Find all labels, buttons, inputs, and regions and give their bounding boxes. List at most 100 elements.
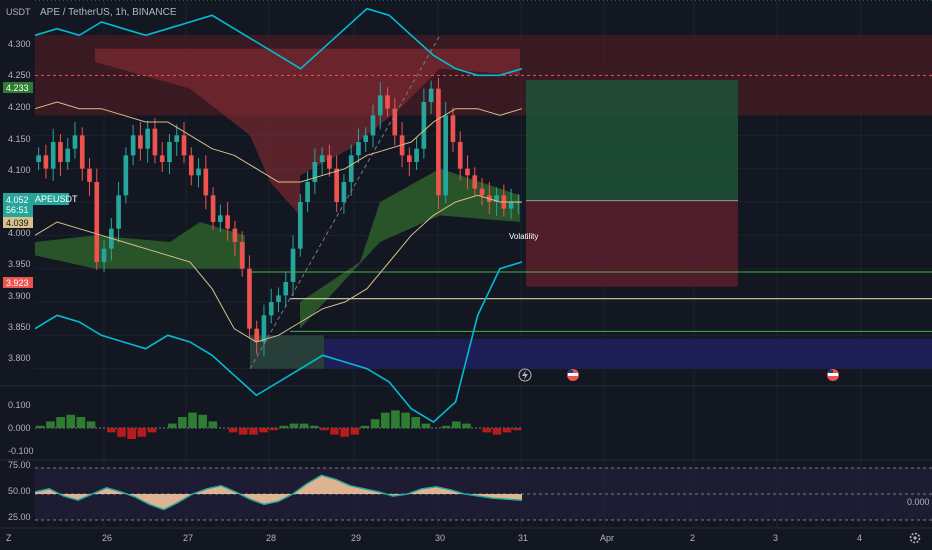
candle-body xyxy=(152,128,158,156)
macd-bar xyxy=(492,428,502,435)
macd-histogram xyxy=(35,410,522,439)
macd-bar xyxy=(228,428,238,433)
macd-bar xyxy=(178,417,187,428)
rsi-fill xyxy=(35,475,522,510)
candle-body xyxy=(414,148,419,162)
us-flag-icon[interactable] xyxy=(827,369,839,381)
macd-tick-label: -0.100 xyxy=(8,446,34,456)
candle-body xyxy=(101,248,107,262)
macd-axis[interactable]: 0.100 0.000 -0.100 xyxy=(8,400,34,456)
bollinger-basis xyxy=(34,101,523,183)
candle-body xyxy=(479,188,485,196)
rsi-right-value: 0.000 xyxy=(907,497,930,507)
last-price: 4.052 xyxy=(6,195,29,205)
macd-bar xyxy=(320,428,329,431)
macd-bar xyxy=(512,428,522,431)
candle-body xyxy=(421,102,427,149)
last-price-badge xyxy=(3,193,33,217)
symbol-badge xyxy=(33,193,69,205)
candle-body xyxy=(399,135,405,156)
ichimoku-cloud-green xyxy=(300,168,520,329)
macd-bar xyxy=(147,428,157,433)
macd-bar xyxy=(309,425,319,428)
macd-bar xyxy=(117,428,126,437)
ichimoku-cloud-red xyxy=(95,48,520,216)
macd-bar xyxy=(289,423,299,428)
candle-body xyxy=(138,135,143,149)
candle-body xyxy=(239,242,245,269)
candle-body xyxy=(341,182,347,202)
macd-bar xyxy=(259,428,268,433)
macd-bar xyxy=(66,414,76,428)
us-flag-icon[interactable] xyxy=(567,369,579,381)
indicator-lines xyxy=(34,0,932,423)
macd-bar xyxy=(188,412,197,428)
candle-body xyxy=(50,142,56,169)
symbol-badge-label: APEUSDT xyxy=(35,194,78,204)
candle-body xyxy=(508,202,514,209)
candle-body xyxy=(465,168,470,176)
y-tick-label: 4.250 xyxy=(8,70,31,80)
rsi-axis[interactable]: 75.00 50.00 25.00 xyxy=(8,460,31,522)
bollinger-upper xyxy=(34,7,523,77)
macd-bar xyxy=(299,423,309,428)
y-tick-label: 3.950 xyxy=(8,259,31,269)
currency-unit: USDT xyxy=(6,7,31,17)
candle-body xyxy=(79,135,85,169)
macd-bar xyxy=(46,421,55,428)
macd-bar xyxy=(421,423,431,428)
candle-body xyxy=(283,282,289,296)
y-tick-label: 4.200 xyxy=(8,102,31,112)
candle-body xyxy=(130,135,136,156)
time-axis[interactable]: 26 27 28 29 30 31 Apr 2 3 4 xyxy=(102,533,862,543)
flash-icon[interactable] xyxy=(518,368,532,382)
macd-bar xyxy=(350,428,360,435)
bollinger-lower xyxy=(34,261,523,423)
candle-body xyxy=(494,195,499,202)
take-profit-price: 4.233 xyxy=(6,83,29,93)
macd-bar xyxy=(330,428,339,435)
candle-body xyxy=(348,155,354,182)
x-tick-label: 2 xyxy=(690,533,695,543)
candle-body xyxy=(385,95,390,109)
candle-body xyxy=(305,182,310,202)
stop-loss-price: 3.923 xyxy=(6,278,29,288)
candle-body xyxy=(312,162,318,182)
macd-bar xyxy=(279,425,289,428)
macd-bar xyxy=(502,428,512,433)
price-axis[interactable]: 4.300 4.250 4.200 4.150 4.100 4.000 3.95… xyxy=(8,39,31,363)
candle-body xyxy=(232,228,238,242)
x-tick-label: 30 xyxy=(435,533,445,543)
rsi-line xyxy=(34,474,523,511)
macd-bar xyxy=(462,423,471,428)
y-tick-label: 3.900 xyxy=(8,291,31,301)
candle-body xyxy=(443,115,449,196)
gear-icon[interactable] xyxy=(909,532,921,544)
x-tick-label: 3 xyxy=(773,533,778,543)
symbol-title[interactable]: APE / TetherUS, 1h, BINANCE xyxy=(40,7,177,18)
macd-tick-label: 0.000 xyxy=(8,423,31,433)
x-tick-label: 31 xyxy=(518,533,528,543)
candle-body xyxy=(181,135,187,156)
candle-body xyxy=(65,148,71,162)
macd-bar xyxy=(441,425,451,428)
x-tick-label: 28 xyxy=(266,533,276,543)
macd-bar xyxy=(370,419,380,428)
candles xyxy=(36,78,521,356)
macd-bar xyxy=(137,428,147,437)
candle-body xyxy=(203,168,209,196)
candle-body xyxy=(327,155,332,169)
stop-loss-badge xyxy=(3,277,33,288)
position-tool[interactable] xyxy=(526,80,738,287)
candle-body xyxy=(210,195,216,222)
macd-bar xyxy=(380,412,390,428)
y-tick-label: 3.800 xyxy=(8,353,31,363)
x-tick-label: 4 xyxy=(857,533,862,543)
take-profit-area xyxy=(526,80,738,201)
candle-body xyxy=(43,155,49,169)
candle-body xyxy=(290,248,296,282)
macd-bar xyxy=(36,425,45,428)
zoom-icon[interactable]: Z xyxy=(6,533,12,543)
candle-body xyxy=(450,115,456,142)
macd-bar xyxy=(249,428,258,435)
